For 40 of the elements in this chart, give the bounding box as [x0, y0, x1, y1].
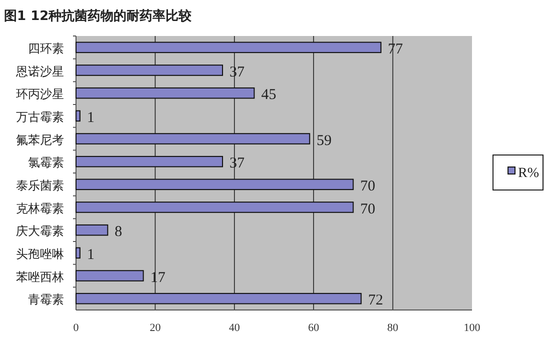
bar — [76, 178, 354, 190]
bar — [76, 87, 255, 99]
y-tick-label: 环丙沙星 — [16, 87, 64, 102]
legend-label: R% — [518, 166, 540, 181]
x-tick-label: 0 — [73, 322, 80, 334]
data-label: 45 — [261, 87, 276, 104]
data-label: 1 — [86, 246, 94, 263]
y-tick-label: 氯霉素 — [28, 156, 64, 170]
bar — [76, 133, 310, 144]
data-label: 59 — [316, 132, 332, 149]
y-tick-label: 克林霉素 — [16, 201, 64, 216]
data-label: 8 — [114, 224, 122, 240]
y-tick-label: 苯唑西林 — [16, 270, 64, 284]
x-tick-label: 100 — [464, 322, 481, 334]
y-tick-label: 氟苯尼考 — [16, 132, 64, 147]
y-tick-label: 恩诺沙星 — [15, 64, 64, 78]
x-tick-label: 40 — [228, 322, 240, 334]
bar — [76, 64, 224, 76]
y-tick-label: 泰乐菌素 — [16, 178, 64, 192]
data-label: 70 — [360, 201, 376, 218]
data-label: 72 — [368, 292, 384, 309]
y-tick-label: 庆大霉素 — [16, 224, 64, 238]
y-tick-label: 青霉素 — [28, 292, 64, 307]
y-tick-label: 四环素 — [28, 41, 64, 56]
data-label: 70 — [360, 178, 376, 194]
x-tick-label: 20 — [150, 322, 162, 334]
data-label: 1 — [86, 110, 94, 126]
bar — [76, 247, 80, 259]
bar — [76, 110, 80, 122]
x-tick-label: 80 — [387, 322, 399, 334]
bar — [76, 202, 354, 213]
bar — [76, 224, 108, 236]
y-tick-label: 头孢唑啉 — [16, 246, 64, 261]
bar — [76, 156, 224, 168]
bar — [76, 270, 144, 282]
x-tick-label: 60 — [308, 322, 320, 334]
bar — [76, 292, 362, 304]
y-tick-label: 万古霉素 — [16, 110, 64, 124]
bar — [76, 42, 382, 54]
chart-title: 图1 12种抗菌药物的耐药率比较 — [4, 8, 193, 24]
